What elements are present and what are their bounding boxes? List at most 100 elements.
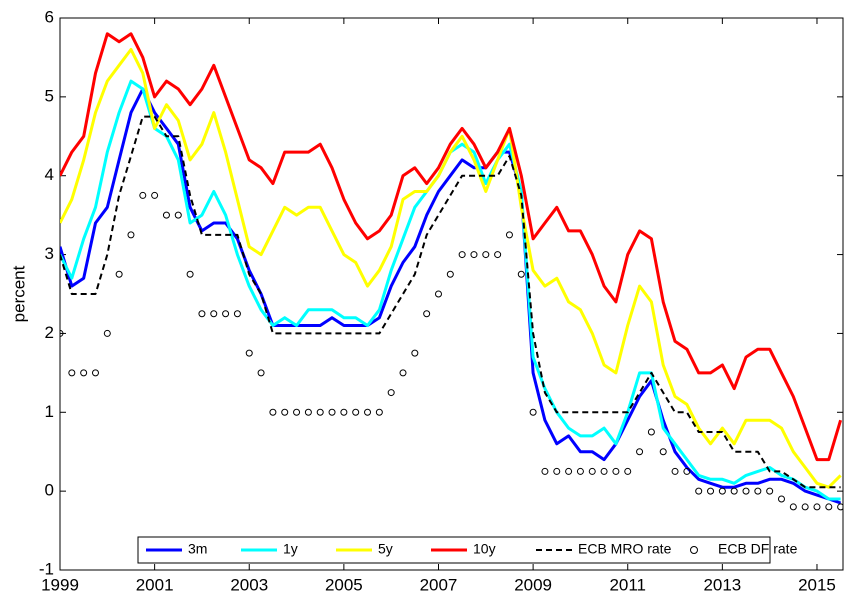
legend-label: ECB MRO rate <box>578 541 672 557</box>
data-point <box>387 389 395 397</box>
data-point <box>505 231 513 239</box>
data-point <box>565 467 573 475</box>
data-point <box>695 487 703 495</box>
data-point <box>576 467 584 475</box>
data-point <box>647 428 655 436</box>
legend-marker <box>690 546 698 554</box>
x-tick-label: 2009 <box>514 575 552 594</box>
x-tick-label: 2013 <box>703 575 741 594</box>
y-tick-label: 3 <box>45 244 54 263</box>
data-point <box>541 467 549 475</box>
data-point <box>304 408 312 416</box>
data-point <box>742 487 750 495</box>
data-point <box>245 349 253 357</box>
y-tick-label: 0 <box>45 481 54 500</box>
data-point <box>718 487 726 495</box>
x-tick-label: 2007 <box>420 575 458 594</box>
legend-label: 3m <box>188 541 207 557</box>
data-point <box>423 310 431 318</box>
x-tick-label: 1999 <box>41 575 79 594</box>
data-point <box>352 408 360 416</box>
data-point <box>813 503 821 511</box>
data-point <box>162 211 170 219</box>
x-tick-label: 2001 <box>136 575 174 594</box>
data-point <box>103 329 111 337</box>
data-point <box>80 369 88 377</box>
legend: 3m 1y 5y 10y ECB MRO rate ECB DF rate <box>137 536 798 564</box>
y-axis-label: percent <box>9 265 28 322</box>
data-point <box>446 270 454 278</box>
data-point <box>659 448 667 456</box>
data-point <box>707 487 715 495</box>
data-point <box>257 369 265 377</box>
data-point <box>766 487 774 495</box>
series-line <box>60 48 842 489</box>
series-line <box>60 32 843 462</box>
data-point <box>434 290 442 298</box>
data-point <box>375 408 383 416</box>
data-point <box>671 467 679 475</box>
data-point <box>91 369 99 377</box>
data-point <box>411 349 419 357</box>
data-point <box>186 270 194 278</box>
x-tick-label: 2005 <box>325 575 363 594</box>
data-point <box>600 467 608 475</box>
x-tick-label: 2015 <box>798 575 836 594</box>
data-point <box>364 408 372 416</box>
plot-frame <box>59 17 844 571</box>
series-line <box>60 87 842 505</box>
data-point <box>68 369 76 377</box>
data-point <box>517 270 525 278</box>
y-tick-label: 1 <box>45 402 54 421</box>
legend-label: 10y <box>473 541 496 557</box>
data-point <box>316 408 324 416</box>
data-point <box>529 408 537 416</box>
legend-label: ECB DF rate <box>718 541 798 557</box>
data-point <box>293 408 301 416</box>
legend-label: 5y <box>378 541 393 557</box>
data-point <box>60 329 64 337</box>
data-point <box>233 310 241 318</box>
data-point <box>210 310 218 318</box>
legend-label: 1y <box>283 541 298 557</box>
data-point <box>151 191 159 199</box>
data-point <box>281 408 289 416</box>
data-point <box>470 251 478 259</box>
data-point <box>222 310 230 318</box>
data-point <box>730 487 738 495</box>
data-point <box>139 191 147 199</box>
data-point <box>399 369 407 377</box>
data-point <box>198 310 206 318</box>
data-point <box>482 251 490 259</box>
plot-area <box>60 32 843 511</box>
data-point <box>588 467 596 475</box>
data-point <box>328 408 336 416</box>
data-point <box>458 251 466 259</box>
data-point <box>127 231 135 239</box>
data-point <box>174 211 182 219</box>
data-point <box>777 495 785 503</box>
data-point <box>825 503 833 511</box>
data-point <box>340 408 348 416</box>
series-line <box>60 115 841 489</box>
data-point <box>837 503 843 511</box>
y-tick-label: 5 <box>45 86 54 105</box>
y-tick-label: 6 <box>45 7 54 26</box>
data-point <box>115 270 123 278</box>
data-point <box>553 467 561 475</box>
data-point <box>754 487 762 495</box>
y-tick-label: 2 <box>45 323 54 342</box>
data-point <box>624 467 632 475</box>
data-point <box>636 448 644 456</box>
data-point <box>801 503 809 511</box>
data-point <box>494 251 502 259</box>
y-tick-label: 4 <box>45 165 54 184</box>
x-tick-label: 2011 <box>609 575 646 594</box>
data-point <box>789 503 797 511</box>
data-point <box>612 467 620 475</box>
x-tick-label: 2003 <box>230 575 268 594</box>
data-point <box>683 467 691 475</box>
y-tick-label: -1 <box>39 559 54 578</box>
data-point <box>269 408 277 416</box>
